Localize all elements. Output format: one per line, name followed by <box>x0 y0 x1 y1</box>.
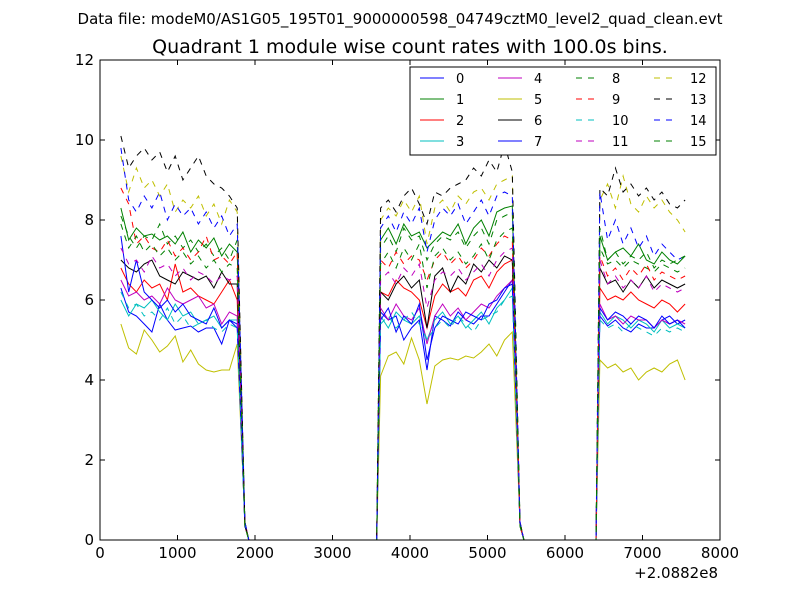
y-tick-label: 2 <box>84 451 94 469</box>
figure-suptitle: Data file: modeM0/AS1G05_195T01_90000005… <box>78 10 723 29</box>
y-tick-label: 12 <box>75 51 94 69</box>
y-tick-label: 4 <box>84 371 94 389</box>
legend-label-8: 8 <box>612 72 620 87</box>
y-tick-label: 10 <box>75 131 94 149</box>
legend-label-11: 11 <box>612 135 629 150</box>
y-tick-label: 0 <box>84 531 94 549</box>
legend-label-0: 0 <box>456 72 464 87</box>
axis-ticks: 0 1000 2000 3000 4000 5000 6000 7000 80000246810… <box>75 51 739 562</box>
chart-title: Quadrant 1 module wise count rates with … <box>152 36 668 58</box>
series-line-2 <box>120 259 686 540</box>
plot-lines <box>120 135 686 540</box>
legend-label-2: 2 <box>456 114 464 129</box>
series-line-13 <box>120 135 686 540</box>
legend-label-15: 15 <box>690 135 707 150</box>
series-line-5 <box>120 323 686 540</box>
y-tick-label: 6 <box>84 291 94 309</box>
x-tick-label: 2000 <box>236 544 274 562</box>
x-offset-label: +2.0882e8 <box>634 564 718 582</box>
x-tick-label: 6000 <box>546 544 584 562</box>
legend-label-3: 3 <box>456 135 464 150</box>
x-tick-label: 0 <box>95 544 105 562</box>
legend-label-9: 9 <box>612 93 620 108</box>
x-tick-label: 4000 <box>391 544 429 562</box>
legend-label-14: 14 <box>690 114 707 129</box>
series-line-14 <box>120 147 686 540</box>
x-tick-label: 5000 <box>468 544 506 562</box>
legend-label-10: 10 <box>612 114 629 129</box>
series-line-10 <box>120 291 686 540</box>
series-line-1 <box>120 205 686 540</box>
series-line-4 <box>120 278 686 540</box>
series-line-6 <box>120 255 686 540</box>
y-tick-label: 8 <box>84 211 94 229</box>
series-line-11 <box>120 247 686 540</box>
legend-label-5: 5 <box>534 93 542 108</box>
legend-label-4: 4 <box>534 72 542 87</box>
legend-label-13: 13 <box>690 93 707 108</box>
legend-label-7: 7 <box>534 135 542 150</box>
legend-label-1: 1 <box>456 93 464 108</box>
legend-box <box>409 66 717 156</box>
series-line-8 <box>120 211 686 540</box>
x-tick-label: 1000 <box>158 544 196 562</box>
x-tick-label: 7000 <box>623 544 661 562</box>
legend-label-6: 6 <box>534 114 542 129</box>
x-tick-label: 8000 <box>701 544 739 562</box>
series-line-7 <box>120 235 686 540</box>
x-tick-label: 3000 <box>313 544 351 562</box>
legend-label-12: 12 <box>690 72 707 87</box>
